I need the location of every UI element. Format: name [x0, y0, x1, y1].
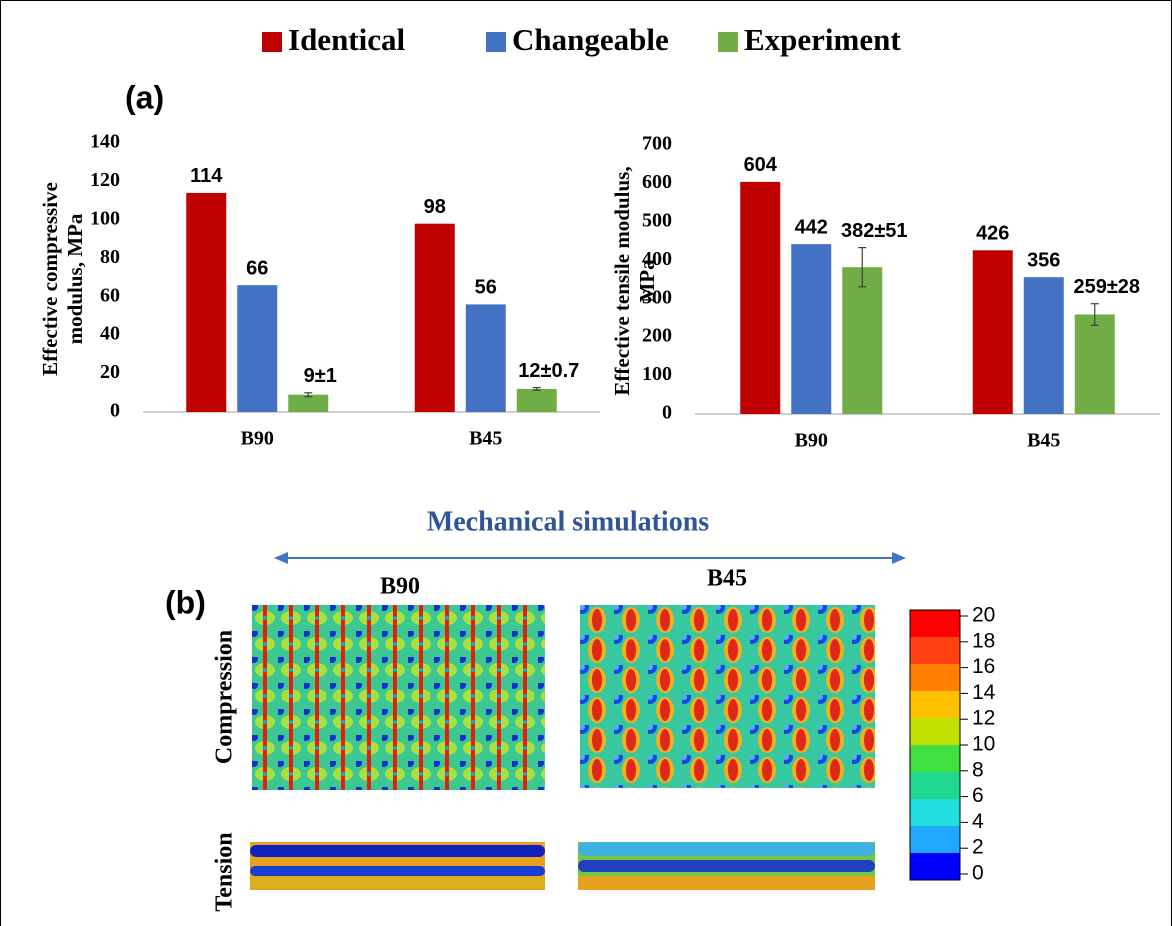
colorbar-band — [910, 826, 960, 854]
y-axis-label: Effective compressive modulus, MPa — [38, 164, 88, 394]
row-label: Tension — [212, 832, 238, 911]
legend-swatch — [486, 32, 506, 52]
bar — [466, 304, 506, 412]
legend-swatch — [262, 32, 282, 52]
stress-map — [580, 605, 875, 788]
colorbar-band — [910, 664, 960, 692]
data-label: 382±51 — [841, 220, 908, 242]
data-label: 9±1 — [304, 365, 337, 387]
colorbar-band — [910, 691, 960, 719]
panel-label: (b) — [165, 584, 206, 620]
bar — [842, 267, 882, 414]
row-label: Compression — [212, 630, 238, 764]
double-arrow — [274, 552, 906, 564]
colorbar-label: 12 — [972, 707, 995, 730]
y-axis-label: Effective tensile modulus, MPa — [610, 166, 660, 396]
x-tick-label: B90 — [795, 430, 828, 452]
data-label: 114 — [190, 165, 223, 187]
colorbar-label: 14 — [972, 681, 996, 704]
y-tick-label: 140 — [90, 131, 120, 153]
colorbar-band — [910, 637, 960, 665]
data-label: 426 — [976, 223, 1009, 245]
colorbar-label: 16 — [972, 655, 995, 678]
figure: (a) (b) Mechanical simulations B90 B45 C… — [0, 0, 1172, 926]
bar — [517, 389, 557, 412]
colorbar-label: 2 — [972, 836, 984, 859]
bar — [237, 285, 277, 412]
stress-map — [250, 842, 545, 890]
data-label: 56 — [475, 277, 497, 299]
legend-swatch — [718, 32, 738, 52]
bar — [1075, 314, 1115, 414]
bar — [186, 193, 226, 412]
data-label: 12±0.7 — [518, 360, 579, 382]
colorbar-label: 4 — [972, 810, 984, 833]
y-tick-label: 40 — [100, 323, 120, 345]
y-tick-label: 60 — [100, 284, 120, 306]
y-tick-label: 120 — [90, 169, 120, 191]
stress-map — [252, 605, 545, 790]
x-tick-label: B45 — [469, 428, 502, 450]
y-tick-label: 80 — [100, 246, 120, 268]
bar — [740, 182, 780, 414]
colorbar-label: 18 — [972, 629, 995, 652]
data-label: 356 — [1027, 249, 1060, 271]
data-label: 98 — [424, 196, 446, 218]
bar — [1024, 277, 1064, 414]
column-label: B45 — [707, 566, 747, 592]
legend-label: Changeable — [512, 22, 669, 57]
bar — [415, 224, 455, 412]
colorbar-label: 10 — [972, 733, 995, 756]
colorbar-label: 6 — [972, 784, 984, 807]
colorbar-band — [910, 718, 960, 746]
bar — [973, 250, 1013, 414]
colorbar-band — [910, 610, 960, 638]
x-tick-label: B45 — [1027, 430, 1060, 452]
bar — [791, 244, 831, 414]
panel-label: (a) — [125, 79, 164, 115]
data-label: 604 — [744, 154, 778, 176]
colorbar-label: 8 — [972, 758, 984, 781]
x-tick-label: B90 — [241, 428, 274, 450]
y-tick-label: 700 — [642, 133, 672, 155]
bar — [288, 395, 328, 412]
legend-label: Identical — [288, 22, 406, 57]
colorbar-label: 0 — [972, 862, 984, 885]
data-label: 66 — [246, 257, 268, 279]
colorbar-band — [910, 799, 960, 827]
column-label: B90 — [380, 574, 420, 600]
colorbar-label: 20 — [972, 604, 995, 627]
section-title: Mechanical simulations — [427, 506, 709, 537]
data-label: 442 — [795, 216, 828, 238]
stress-map — [578, 842, 875, 890]
colorbar-band — [910, 853, 960, 880]
data-label: 259±28 — [1073, 276, 1140, 298]
y-tick-label: 0 — [110, 400, 120, 422]
colorbar-band — [910, 745, 960, 773]
figure-canvas: (a) (b) Mechanical simulations B90 B45 C… — [0, 0, 1172, 926]
y-tick-label: 20 — [100, 361, 120, 383]
legend-label: Experiment — [744, 22, 901, 57]
colorbar-band — [910, 772, 960, 800]
y-tick-label: 0 — [662, 402, 672, 424]
y-tick-label: 100 — [90, 207, 120, 229]
